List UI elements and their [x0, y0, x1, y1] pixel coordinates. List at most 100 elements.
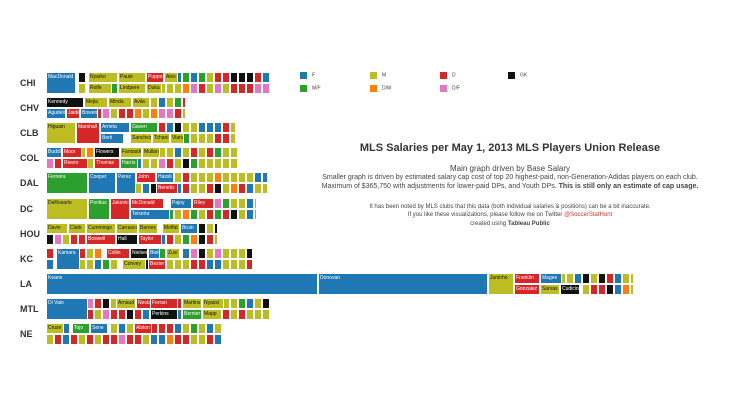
salary-cell[interactable] — [230, 309, 238, 320]
salary-cell[interactable] — [230, 158, 238, 169]
salary-cell[interactable] — [142, 309, 150, 320]
salary-cell[interactable] — [214, 259, 222, 270]
player-cell[interactable]: Juninho — [488, 273, 514, 295]
salary-cell[interactable] — [198, 323, 206, 334]
player-cell[interactable]: Keane — [46, 273, 318, 295]
salary-cell[interactable] — [238, 248, 246, 259]
salary-cell[interactable] — [198, 248, 206, 259]
salary-cell[interactable] — [614, 284, 622, 295]
salary-cell[interactable] — [246, 72, 254, 83]
player-cell[interactable]: John — [136, 172, 156, 183]
salary-cell[interactable] — [78, 72, 86, 83]
player-cell[interactable]: Marshall — [76, 122, 100, 144]
salary-cell[interactable] — [102, 334, 110, 345]
player-cell[interactable]: Barnes — [138, 223, 158, 234]
salary-cell[interactable] — [566, 273, 574, 284]
salary-cell[interactable] — [182, 234, 190, 245]
salary-cell[interactable] — [206, 147, 214, 158]
salary-cell[interactable] — [582, 273, 590, 284]
salary-cell[interactable] — [222, 172, 230, 183]
player-cell[interactable]: Sanchez — [130, 133, 152, 144]
salary-cell[interactable] — [214, 83, 222, 94]
player-cell[interactable]: Hall — [116, 234, 138, 245]
player-cell[interactable]: Alston — [134, 323, 152, 334]
salary-cell[interactable] — [166, 158, 174, 169]
player-cell[interactable]: Magee — [540, 273, 562, 284]
player-cell[interactable]: Ferreira — [46, 172, 88, 194]
salary-cell[interactable] — [54, 334, 62, 345]
player-cell[interactable]: Carrasco — [116, 223, 138, 234]
salary-cell[interactable] — [94, 334, 102, 345]
player-cell[interactable]: Pajoy — [170, 198, 192, 209]
salary-cell[interactable] — [142, 108, 150, 119]
salary-cell[interactable] — [206, 133, 214, 144]
player-cell[interactable]: Agudelo — [46, 108, 66, 119]
salary-cell[interactable] — [182, 323, 190, 334]
salary-cell[interactable] — [222, 147, 230, 158]
salary-cell[interactable] — [86, 147, 94, 158]
salary-cell[interactable] — [230, 172, 238, 183]
salary-cell[interactable] — [190, 234, 198, 245]
player-cell[interactable]: Puppo — [146, 72, 164, 83]
salary-cell[interactable] — [246, 198, 254, 209]
salary-cell[interactable] — [246, 298, 254, 309]
salary-cell[interactable] — [206, 158, 214, 169]
salary-cell[interactable] — [222, 158, 230, 169]
salary-cell[interactable] — [174, 234, 182, 245]
salary-cell[interactable] — [190, 172, 198, 183]
salary-cell[interactable] — [190, 83, 198, 94]
salary-cell[interactable] — [166, 97, 174, 108]
salary-cell[interactable] — [174, 97, 182, 108]
salary-cell[interactable] — [94, 248, 102, 259]
salary-cell[interactable] — [246, 309, 254, 320]
salary-cell[interactable] — [254, 198, 257, 209]
salary-cell[interactable] — [182, 259, 190, 270]
salary-cell[interactable] — [166, 334, 174, 345]
salary-cell[interactable] — [214, 133, 222, 144]
salary-cell[interactable] — [574, 273, 582, 284]
salary-cell[interactable] — [190, 323, 198, 334]
salary-cell[interactable] — [54, 158, 62, 169]
salary-cell[interactable] — [134, 108, 142, 119]
salary-cell[interactable] — [206, 172, 214, 183]
salary-cell[interactable] — [622, 284, 630, 295]
salary-cell[interactable] — [182, 334, 190, 345]
salary-cell[interactable] — [622, 273, 630, 284]
salary-cell[interactable] — [214, 234, 218, 245]
salary-cell[interactable] — [166, 83, 174, 94]
player-cell[interactable]: Gaven — [130, 122, 158, 133]
salary-cell[interactable] — [230, 183, 238, 194]
salary-cell[interactable] — [214, 183, 222, 194]
player-cell[interactable]: Jaidic — [66, 108, 80, 119]
salary-cell[interactable] — [238, 309, 246, 320]
player-cell[interactable]: Franklin — [514, 273, 540, 284]
player-cell[interactable]: Mullan — [142, 147, 160, 158]
player-cell[interactable]: Benetiz — [156, 183, 178, 194]
salary-cell[interactable] — [110, 323, 118, 334]
salary-cell[interactable] — [190, 158, 198, 169]
salary-cell[interactable] — [246, 183, 254, 194]
player-cell[interactable]: Berti — [100, 133, 124, 144]
salary-cell[interactable] — [198, 158, 206, 169]
salary-cell[interactable] — [182, 209, 190, 220]
player-cell[interactable]: Nyarko — [88, 72, 118, 83]
salary-cell[interactable] — [198, 259, 206, 270]
salary-cell[interactable] — [158, 108, 166, 119]
player-cell[interactable]: Taylor — [138, 234, 162, 245]
salary-cell[interactable] — [230, 83, 238, 94]
salary-cell[interactable] — [134, 309, 142, 320]
salary-cell[interactable] — [606, 273, 614, 284]
salary-cell[interactable] — [118, 108, 126, 119]
salary-cell[interactable] — [198, 172, 206, 183]
salary-cell[interactable] — [222, 198, 230, 209]
salary-cell[interactable] — [222, 183, 230, 194]
salary-cell[interactable] — [118, 309, 126, 320]
twitter-handle-link[interactable]: @SoccerStatHunt — [564, 212, 613, 218]
salary-cell[interactable] — [254, 209, 257, 220]
salary-cell[interactable] — [174, 209, 182, 220]
salary-cell[interactable] — [174, 108, 182, 119]
salary-cell[interactable] — [222, 209, 230, 220]
salary-cell[interactable] — [102, 108, 110, 119]
salary-cell[interactable] — [206, 334, 214, 345]
player-cell[interactable]: Di Vaio — [46, 298, 88, 320]
